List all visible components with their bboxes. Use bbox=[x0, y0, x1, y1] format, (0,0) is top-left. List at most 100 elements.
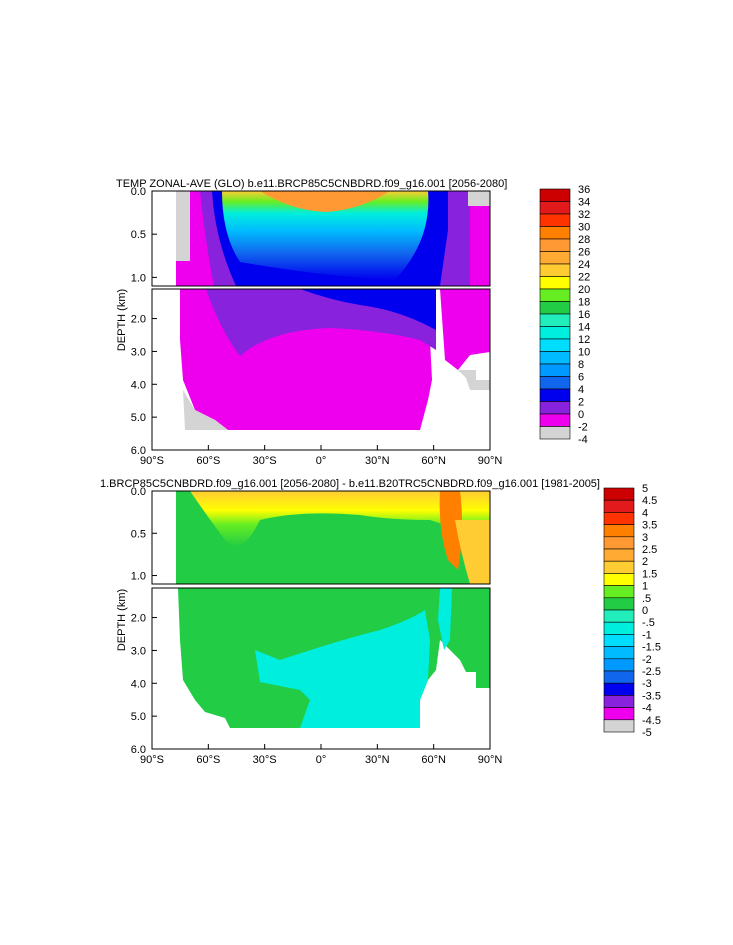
bottom-y-ticks: 0.0 0.5 1.0 2.0 3.0 4.0 5.0 6.0 bbox=[131, 486, 157, 756]
colorbar-label: 28 bbox=[578, 234, 590, 246]
bottom-upper-subarctic-warming bbox=[439, 491, 463, 570]
colorbar-label: 30 bbox=[578, 222, 590, 234]
colorbar-swatch bbox=[539, 351, 571, 365]
x-tick-label: 60°S bbox=[196, 754, 220, 766]
colorbar-label: 18 bbox=[578, 297, 590, 309]
colorbar-swatch bbox=[603, 707, 635, 721]
x-tick-label: 60°S bbox=[196, 455, 220, 467]
colorbar-label: 10 bbox=[578, 347, 590, 359]
bottom-upper-north-plume bbox=[455, 520, 490, 584]
colorbar-swatch bbox=[539, 188, 571, 202]
colorbar-label: -3 bbox=[642, 678, 652, 690]
x-tick-label: 30°N bbox=[365, 754, 390, 766]
colorbar-label: 6 bbox=[578, 372, 584, 384]
x-tick-label: 90°S bbox=[140, 754, 164, 766]
colorbar-label: 24 bbox=[578, 259, 590, 271]
top-lower-arctic-floor bbox=[458, 370, 490, 390]
colorbar-label: 16 bbox=[578, 309, 590, 321]
colorbar-label: -2.5 bbox=[642, 666, 661, 678]
colorbar-swatch bbox=[603, 560, 635, 574]
top-lower-field bbox=[152, 289, 490, 450]
bottom-upper-frame bbox=[151, 490, 491, 585]
colorbar-swatch bbox=[539, 251, 571, 265]
y-tick-label: 0.5 bbox=[131, 229, 146, 241]
colorbar-label: 14 bbox=[578, 322, 590, 334]
y-tick-label: 5.0 bbox=[131, 711, 146, 723]
colorbar-swatch bbox=[539, 338, 571, 352]
colorbar-swatch bbox=[603, 646, 635, 660]
colorbar-label: 20 bbox=[578, 284, 590, 296]
y-tick-label: 4.0 bbox=[131, 678, 146, 690]
colorbar-label: 3 bbox=[642, 532, 648, 544]
bottom-lower-cooling bbox=[255, 610, 430, 728]
colorbar-label: 2.5 bbox=[642, 544, 657, 556]
colorbar-label: 3.5 bbox=[642, 520, 657, 532]
top-lower-antarctic-floor bbox=[183, 390, 228, 430]
x-tick-label: 90°S bbox=[140, 455, 164, 467]
y-tick-label: 6.0 bbox=[131, 445, 146, 457]
y-tick-label: 0.0 bbox=[131, 186, 146, 198]
y-tick-label: 2.0 bbox=[131, 314, 146, 326]
colorbar-swatch bbox=[539, 413, 571, 427]
bottom-lower-field bbox=[152, 588, 490, 749]
x-tick-label: 0° bbox=[316, 455, 327, 467]
y-tick-label: 1.0 bbox=[131, 272, 146, 284]
colorbar-swatch bbox=[539, 263, 571, 277]
colorbar-swatch bbox=[539, 288, 571, 302]
bottom-x-ticks: 90°S 60°S 30°S 0° 30°N 60°N 90°N bbox=[140, 744, 502, 766]
bottom-chart: 1.BRCP85C5CNBDRD.f09_g16.001 [2056-2080]… bbox=[100, 478, 661, 766]
colorbar-swatch bbox=[603, 634, 635, 647]
colorbar-label: 1.5 bbox=[642, 568, 657, 580]
colorbar-swatch bbox=[603, 695, 635, 708]
y-tick-label: 4.0 bbox=[131, 379, 146, 391]
colorbar-label: 34 bbox=[578, 197, 590, 209]
colorbar-label: 8 bbox=[578, 359, 584, 371]
colorbar-label: -4.5 bbox=[642, 715, 661, 727]
top-upper-arctic bbox=[468, 191, 490, 206]
bottom-colorbar: 54.543.532.521.51.50-.5-1-1.5-2-2.5-3-3.… bbox=[603, 483, 661, 739]
colorbar-label: 32 bbox=[578, 209, 590, 221]
top-lower-upper-blue bbox=[300, 289, 436, 330]
colorbar-swatch bbox=[539, 238, 571, 252]
bottom-chart-title: 1.BRCP85C5CNBDRD.f09_g16.001 [2056-2080]… bbox=[100, 478, 600, 490]
colorbar-swatch bbox=[603, 499, 635, 513]
colorbar-label: 2 bbox=[578, 397, 584, 409]
colorbar-label: 4 bbox=[642, 507, 648, 519]
colorbar-swatch bbox=[603, 585, 635, 599]
y-tick-label: 3.0 bbox=[131, 645, 146, 657]
colorbar-swatch bbox=[539, 213, 571, 227]
colorbar-swatch bbox=[603, 670, 635, 684]
bottom-upper-field bbox=[152, 491, 490, 584]
colorbar-swatch bbox=[603, 621, 635, 635]
colorbar-label: -3.5 bbox=[642, 690, 661, 702]
colorbar-label: -5 bbox=[642, 727, 652, 739]
x-tick-label: 60°N bbox=[421, 754, 446, 766]
x-tick-label: 30°N bbox=[365, 455, 390, 467]
top-upper-surface-warmest bbox=[260, 191, 390, 212]
colorbar-label: 0 bbox=[642, 605, 648, 617]
colorbar-swatch bbox=[603, 658, 635, 672]
colorbar-label: -1 bbox=[642, 629, 652, 641]
colorbar-label: 4.5 bbox=[642, 495, 657, 507]
colorbar-swatch bbox=[603, 512, 635, 525]
colorbar-label: 1 bbox=[642, 581, 648, 593]
y-tick-label: 3.0 bbox=[131, 346, 146, 358]
top-upper-antarctic-ice bbox=[176, 191, 190, 261]
colorbar-label: -2 bbox=[578, 422, 588, 434]
x-tick-label: 30°S bbox=[253, 455, 277, 467]
x-tick-label: 30°S bbox=[253, 754, 277, 766]
top-upper-frame bbox=[151, 190, 491, 287]
colorbar-swatch bbox=[603, 524, 635, 538]
colorbar-swatch bbox=[539, 363, 571, 377]
y-tick-label: 2.0 bbox=[131, 613, 146, 625]
y-tick-label: 6.0 bbox=[131, 744, 146, 756]
colorbar-swatch bbox=[603, 609, 635, 623]
colorbar-label: 22 bbox=[578, 272, 590, 284]
top-y-ticks: 0.0 0.5 1.0 2.0 3.0 4.0 5.0 6.0 bbox=[131, 186, 157, 457]
bottom-lower-arctic-cool bbox=[438, 588, 452, 650]
colorbar-label: -4 bbox=[642, 703, 652, 715]
y-tick-label: 5.0 bbox=[131, 412, 146, 424]
colorbar-swatch bbox=[539, 201, 571, 215]
